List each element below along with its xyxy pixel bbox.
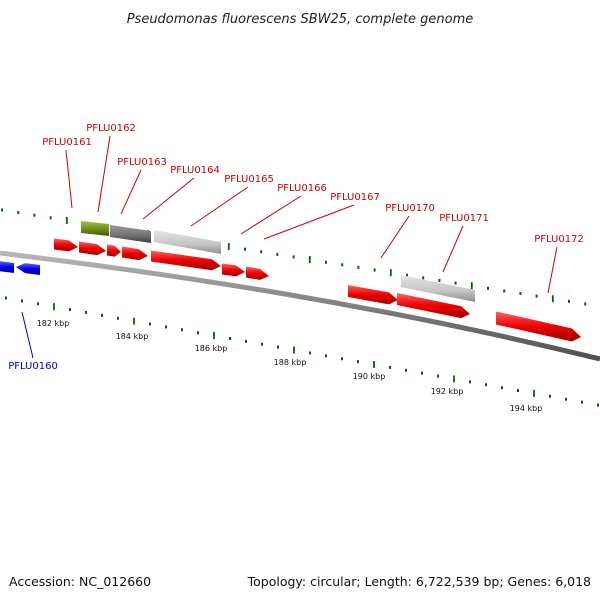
label-connector-line <box>263 204 355 240</box>
gene-label-pflu0172[interactable]: PFLU0172 <box>534 234 584 245</box>
other-gene-bar[interactable] <box>110 225 151 243</box>
gene-label-pflu0170[interactable]: PFLU0170 <box>385 203 435 214</box>
label-connector-line <box>65 149 73 209</box>
label-connector-line <box>380 215 410 259</box>
label-connector-line <box>240 195 302 235</box>
label-connector-line <box>21 311 34 359</box>
gene-label-pflu0164[interactable]: PFLU0164 <box>170 165 220 176</box>
gene-pflu0161-arrow[interactable] <box>54 238 78 252</box>
gene-pflu0167-arrow[interactable] <box>246 266 269 280</box>
gene-features <box>0 221 581 342</box>
label-connector-line <box>120 169 142 215</box>
gene-pflu0171-arrow[interactable] <box>397 293 470 319</box>
label-connector-line <box>97 135 111 213</box>
label-connector-line <box>190 186 249 227</box>
genome-backbone <box>0 250 600 362</box>
kbp-label: 194 kbp <box>510 404 543 413</box>
gene-label-pflu0161[interactable]: PFLU0161 <box>42 137 92 148</box>
gene-pflu0166-arrow[interactable] <box>222 263 245 277</box>
kbp-label: 184 kbp <box>116 332 149 341</box>
gene-pflu0162-arrow[interactable] <box>79 241 106 256</box>
gene-labels: PFLU0160 PFLU0161 PFLU0162 PFLU0163PFLU0164… <box>8 123 584 372</box>
label-connector-line <box>442 225 464 273</box>
kbp-label: 186 kbp <box>195 344 228 353</box>
gene-pflu0172-arrow[interactable] <box>496 311 581 342</box>
gene-pflu0170-arrow[interactable] <box>348 285 398 305</box>
gene-label-pflu0162[interactable]: PFLU0162 <box>86 123 136 134</box>
gene-label-connectors <box>21 135 558 359</box>
gene-pflu0164-arrow[interactable] <box>122 246 148 261</box>
map-title: Pseudomonas fluorescens SBW25, complete … <box>127 12 474 27</box>
reverse-gene-arrow[interactable] <box>16 263 40 275</box>
gene-label-pflu0166[interactable]: PFLU0166 <box>277 183 327 194</box>
gene-label-pflu0163[interactable]: PFLU0163 <box>117 157 167 168</box>
accession-text: Accession: NC_012660 <box>9 574 151 589</box>
kbp-label: 188 kbp <box>274 358 307 367</box>
rrna-gene-bar[interactable] <box>81 221 109 236</box>
inner-tick-track <box>5 296 599 407</box>
gene-pflu0163-arrow[interactable] <box>107 244 121 257</box>
gene-label-pflu0160[interactable]: PFLU0160 <box>8 361 58 372</box>
label-connector-line <box>547 246 558 294</box>
pseudo-gene-bar[interactable] <box>401 275 475 302</box>
kbp-label: 182 kbp <box>37 319 70 328</box>
pseudo-gene-bar[interactable] <box>154 230 221 254</box>
kbp-label: 192 kbp <box>431 387 464 396</box>
genome-summary-text: Topology: circular; Length: 6,722,539 bp… <box>247 574 591 589</box>
gene-label-pflu0167[interactable]: PFLU0167 <box>330 192 380 203</box>
kbp-label: 190 kbp <box>353 372 386 381</box>
reverse-gene-bar[interactable] <box>0 261 14 273</box>
kbp-scale-labels: 182 kbp 184 kbp 186 kbp 188 kbp 190 kbp 192 k… <box>37 319 543 413</box>
gene-pflu0165-arrow[interactable] <box>151 250 221 271</box>
gene-label-pflu0165[interactable]: PFLU0165 <box>224 174 274 185</box>
label-connector-line <box>142 177 195 220</box>
gene-label-pflu0171[interactable]: PFLU0171 <box>439 213 489 224</box>
